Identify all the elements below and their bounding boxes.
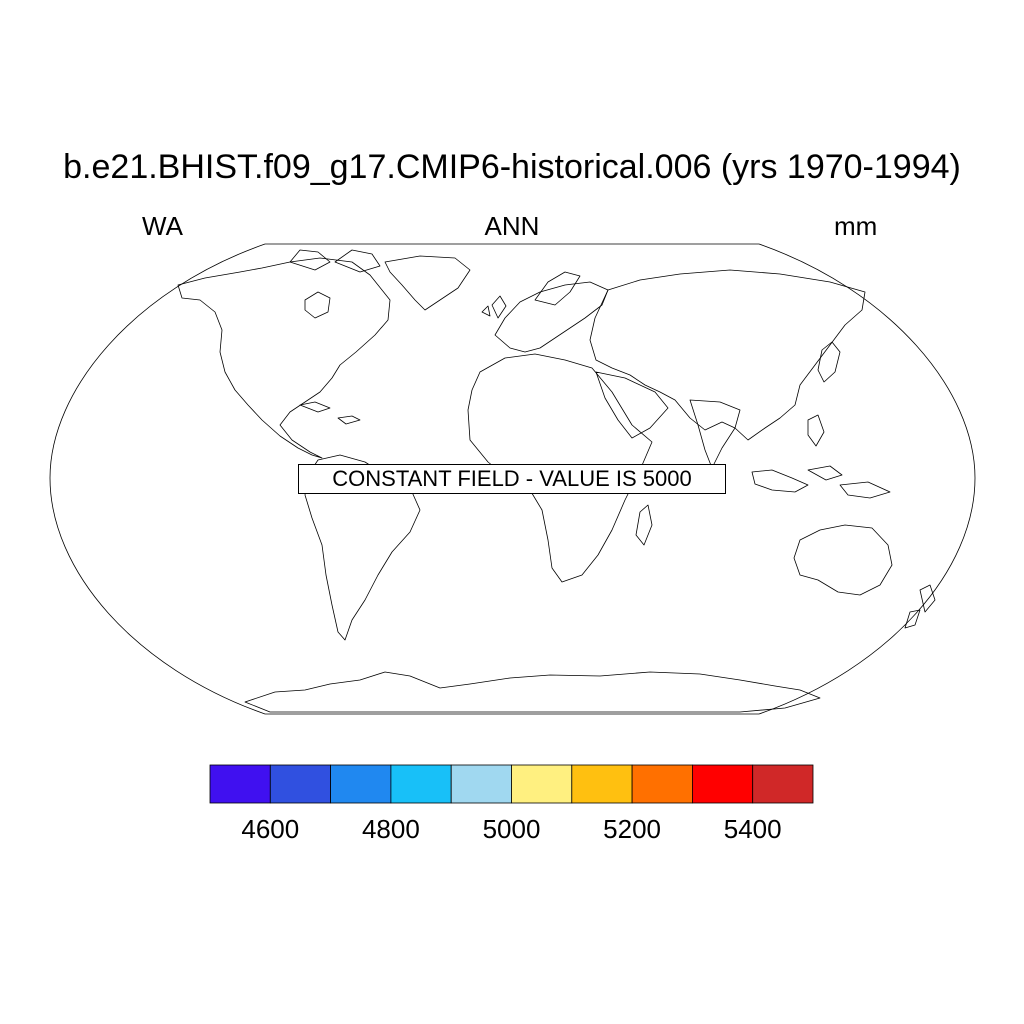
colorbar-tick-label: 5000 (483, 814, 541, 844)
colorbar-tick-label: 5400 (724, 814, 782, 844)
season-label: ANN (484, 211, 540, 241)
plot-title: b.e21.BHIST.f09_g17.CMIP6-historical.006… (63, 148, 961, 186)
colorbar-box (209, 764, 271, 804)
coast-arctic-islands (289, 249, 381, 273)
coast-greenland (384, 255, 471, 311)
colorbar-box (269, 764, 331, 804)
coast-new-zealand (904, 584, 936, 629)
coast-africa (467, 353, 653, 583)
coast-hudson-bay (304, 291, 331, 319)
coast-antarctica (244, 671, 821, 713)
colorbar-tick-label: 5200 (603, 814, 661, 844)
colorbar-box (511, 764, 573, 804)
variable-label: WA (142, 211, 183, 241)
colorbar-tick-label: 4600 (241, 814, 299, 844)
coast-asia (589, 269, 866, 441)
colorbar-labels: 4600 4800 5000 5200 5400 (241, 814, 781, 844)
coast-europe (494, 281, 609, 353)
colorbar-boxes (209, 764, 814, 804)
colorbar-box (752, 764, 814, 804)
colorbar-box (631, 764, 693, 804)
coast-australia (793, 524, 893, 596)
colorbar-tick-label: 4800 (362, 814, 420, 844)
coast-madagascar (635, 504, 653, 546)
units-label: mm (834, 211, 878, 241)
colorbar-box (390, 764, 452, 804)
coast-indonesia (751, 465, 891, 499)
colorbar-box (692, 764, 754, 804)
coast-philippines (807, 414, 825, 447)
colorbar-box (450, 764, 512, 804)
coast-japan (817, 341, 841, 383)
coast-caribbean (299, 401, 361, 425)
coast-north-america (177, 257, 391, 459)
coast-british-isles (481, 295, 507, 319)
colorbar-box (330, 764, 392, 804)
coast-scandinavia (534, 271, 581, 306)
coast-arabia (595, 371, 669, 439)
coast-india (689, 399, 741, 469)
constant-field-notice: CONSTANT FIELD - VALUE IS 5000 (298, 464, 726, 494)
colorbar-box (571, 764, 633, 804)
